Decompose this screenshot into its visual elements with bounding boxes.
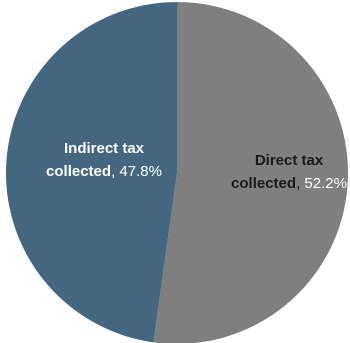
pie-slice-indirect-tax [5,1,177,343]
pie-label-value: 52.2% [304,175,347,192]
pie-label-name: collected [231,175,296,192]
pie-label-line-2: collected, 52.2% [231,175,347,192]
pie-slices [5,1,348,343]
pie-label-separator: , [111,163,119,180]
pie-label-value: 47.8% [119,163,162,180]
pie-slice-direct-tax [153,2,348,343]
pie-label-line-1: Indirect tax [64,140,145,157]
pie-label-line-2: collected, 47.8% [46,163,162,180]
pie-label-line-1: Direct tax [255,152,324,169]
pie-label-name: collected [46,163,111,180]
pie-labels: Direct tax collected, 52.2% Indirect tax co… [46,140,347,192]
pie-label-direct-tax: Direct tax collected, 52.2% [231,152,347,192]
pie-label-separator: , [296,175,304,192]
pie-label-indirect-tax: Indirect tax collected, 47.8% [46,140,162,180]
